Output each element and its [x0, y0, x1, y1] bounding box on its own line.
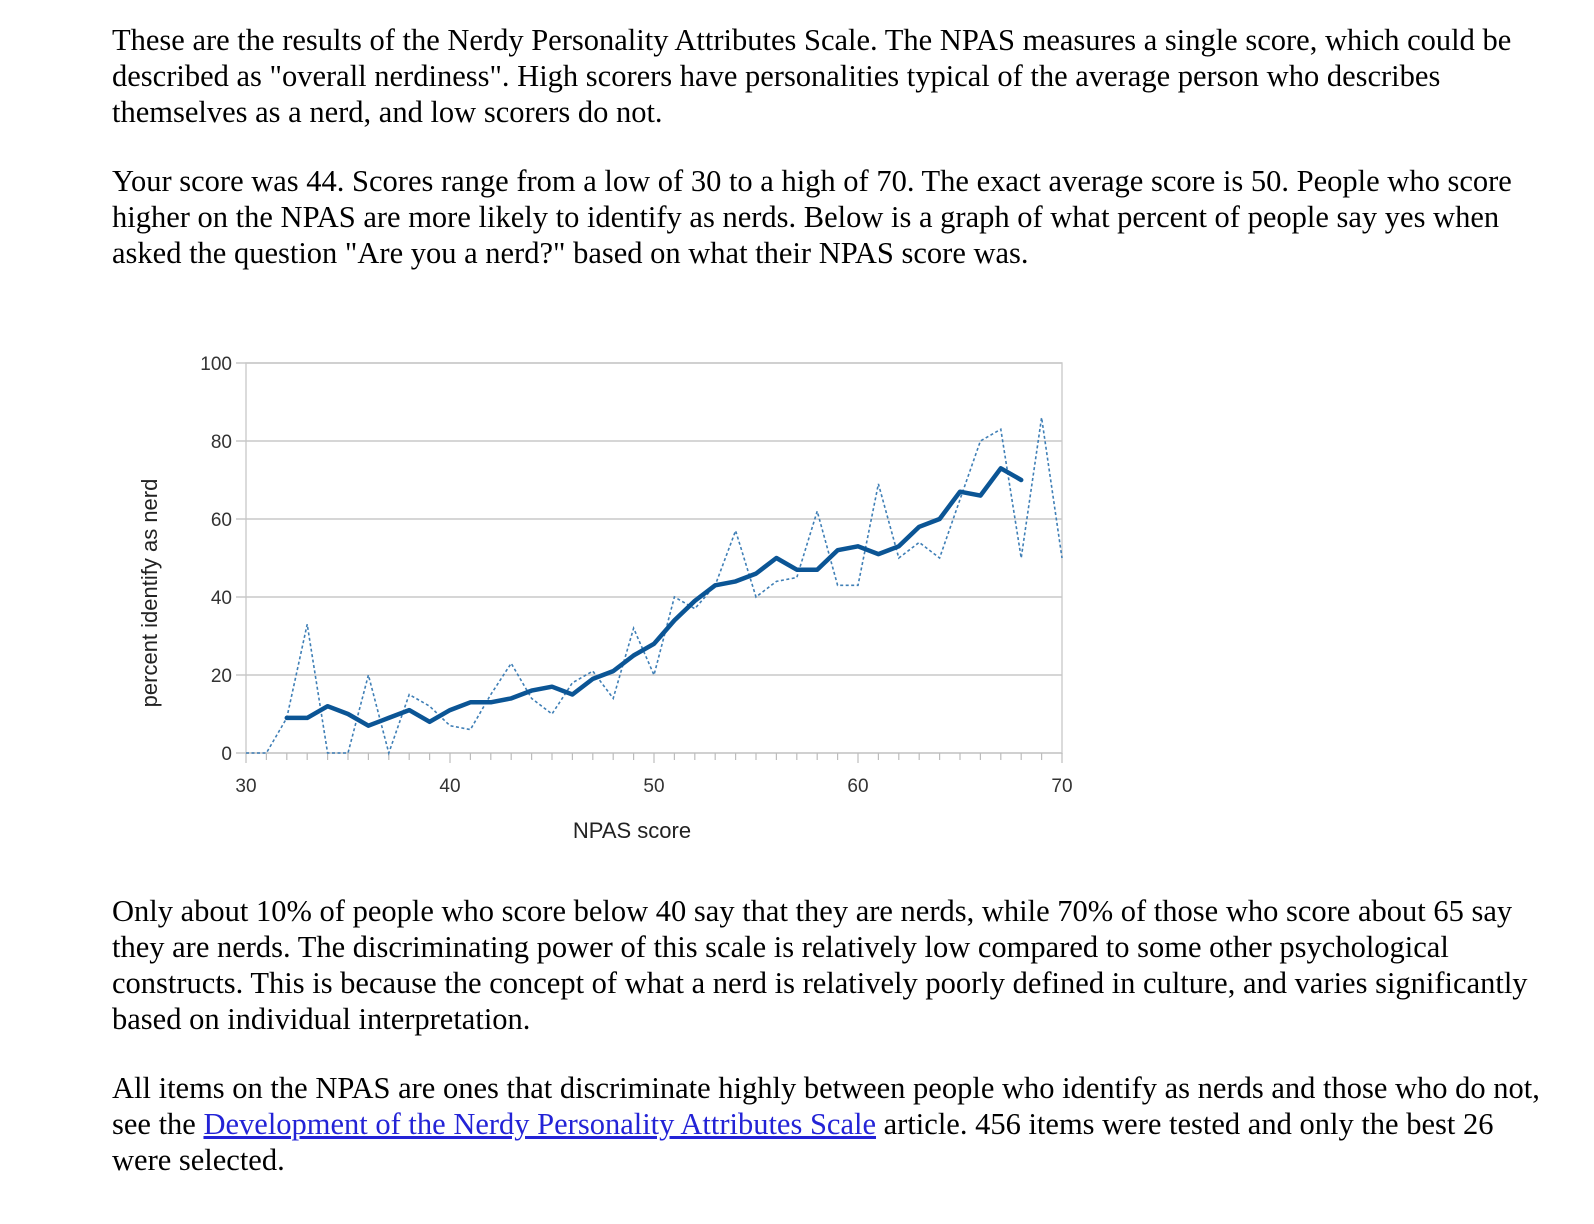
x-axis-title: NPAS score: [573, 818, 691, 843]
y-tick-label: 40: [211, 588, 232, 609]
y-tick-label: 100: [200, 354, 232, 375]
y-axis-title: percent identify as nerd: [137, 479, 162, 708]
chart-series: [245, 417, 1063, 756]
items-paragraph: All items on the NPAS are ones that disc…: [112, 1070, 1542, 1178]
intro-paragraph: These are the results of the Nerdy Perso…: [112, 23, 1512, 129]
chart-grid: [236, 362, 1063, 754]
npas-chart: 0 20 40 60 80 100 30 40 50 60 70 NPAS score percent …: [0, 330, 1100, 870]
items-text-after: article. 456 items were tested and only …: [112, 1107, 1494, 1177]
x-tick-label: 60: [847, 776, 868, 797]
y-tick-label: 20: [211, 666, 232, 687]
y-tick-label: 80: [211, 432, 232, 453]
chart-svg: 0 20 40 60 80 100 30 40 50 60 70 NPAS score percent …: [137, 354, 1073, 843]
y-tick-label: 0: [221, 744, 232, 765]
x-tick-label: 40: [439, 776, 460, 797]
items-text-before: All items on the NPAS are ones that disc…: [112, 1071, 1540, 1141]
x-tick-label: 30: [235, 776, 256, 797]
x-tick-label: 50: [643, 776, 664, 797]
development-article-link[interactable]: Development of the Nerdy Personality Att…: [203, 1107, 877, 1141]
x-tick-label: 70: [1051, 776, 1072, 797]
score-paragraph: Your score was 44. Scores range from a l…: [112, 164, 1512, 270]
raw-data-line: [246, 417, 1063, 756]
y-tick-label: 60: [211, 510, 232, 531]
chart-labels: 0 20 40 60 80 100 30 40 50 60 70 NPAS score percent …: [137, 354, 1073, 843]
discrimination-paragraph: Only about 10% of people who score below…: [112, 894, 1528, 1036]
chart-axes: [245, 753, 1063, 763]
